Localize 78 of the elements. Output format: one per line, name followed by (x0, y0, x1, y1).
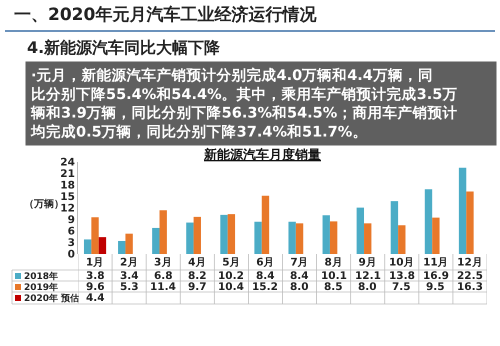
bar (186, 222, 194, 254)
y-tick-label: 18 (60, 180, 75, 192)
bar (84, 239, 92, 254)
x-tick-label: 8月 (324, 256, 343, 268)
data-label: 22.5 (457, 270, 483, 282)
x-tick-label: 4月 (188, 256, 206, 268)
bar (424, 189, 432, 254)
x-tick-label: 1月 (86, 256, 104, 268)
bar (160, 210, 167, 254)
bar (262, 196, 270, 254)
x-tick-label: 2月 (120, 256, 138, 268)
legend-label: 2020年 预估 (24, 293, 80, 304)
data-label: 11.4 (150, 281, 176, 293)
legend-label: 2018年 (24, 271, 58, 282)
bar (322, 215, 330, 254)
x-tick-label: 10月 (388, 256, 415, 268)
data-label: 9.7 (188, 281, 207, 293)
bar (466, 192, 474, 254)
x-tick-label: 12月 (457, 256, 483, 268)
data-label: 13.8 (389, 270, 415, 282)
data-label: 8.5 (324, 281, 343, 293)
text: ·元月，新能源汽车产销预计分别完成4.0万辆和4.4万辆，同比分别下降55.4%和54.4%。其中，乘用车产销预计完成3.5万辆和3.9万辆，同比分别下降56.3%和54.5%；商用车产销预计均完成0.5万辆，同比分别下降37.4%和51.7%。 (30, 66, 458, 141)
data-label: 12.1 (355, 270, 381, 282)
data-label: 10.2 (218, 270, 244, 282)
data-label: 6.8 (154, 270, 173, 282)
bar (118, 240, 126, 254)
legend-label: 2019年 (24, 282, 58, 293)
data-label: 16.3 (457, 281, 483, 293)
y-tick-label: 6 (68, 226, 75, 238)
y-tick-label: 12 (60, 202, 75, 215)
x-tick-label: 11月 (423, 256, 449, 268)
chart-title: 一、2020年元月汽车工业经济运行情况 (14, 5, 318, 25)
y-tick-label: 21 (60, 168, 75, 180)
data-label: 7.5 (392, 281, 411, 293)
x-tick-label: 7月 (290, 256, 309, 268)
data-label: 4.4 (86, 292, 105, 304)
bar (458, 168, 466, 254)
data-label: 8.4 (256, 270, 275, 282)
bar (125, 234, 133, 254)
data-label: 8.0 (290, 281, 309, 293)
x-tick-label: 3月 (154, 256, 172, 268)
bar (390, 201, 398, 254)
data-label: 15.2 (252, 281, 278, 293)
annotation: 新能源汽车月度销量 (203, 147, 321, 163)
data-label: 8.2 (188, 270, 207, 282)
data-label: 8.0 (358, 281, 377, 293)
bar (330, 221, 338, 254)
bar (356, 208, 364, 254)
data-label: 3.4 (120, 270, 139, 282)
x-tick-label: 5月 (222, 256, 241, 268)
data-label: 8.4 (290, 270, 309, 282)
bar (432, 218, 440, 254)
data-label: 10.1 (321, 270, 347, 282)
data-label: 9.5 (426, 281, 445, 293)
data-label: 10.4 (218, 281, 244, 293)
bar (288, 222, 296, 254)
chart-subtitle: 4.新能源汽车同比大幅下降 (27, 38, 222, 57)
bar (364, 223, 372, 254)
y-tick-label: 15 (60, 191, 75, 204)
y-tick-label: 0 (68, 248, 75, 261)
data-label: 9.6 (86, 281, 105, 293)
bar (91, 217, 99, 254)
data-label: 3.8 (86, 270, 105, 282)
y-tick-label: 9 (68, 214, 75, 226)
bar (254, 222, 262, 254)
data-label: 5.3 (120, 281, 139, 293)
x-tick-label: 6月 (256, 256, 275, 268)
bar (398, 225, 406, 254)
bar (152, 228, 160, 254)
y-tick-label: 24 (60, 156, 75, 169)
y-tick-label: 3 (68, 237, 75, 250)
bar (98, 237, 106, 254)
bar (194, 216, 201, 254)
bar (220, 214, 228, 254)
bar (228, 214, 236, 254)
bar (296, 223, 304, 254)
data-label: 16.9 (423, 270, 449, 282)
x-tick-label: 9月 (358, 256, 377, 268)
